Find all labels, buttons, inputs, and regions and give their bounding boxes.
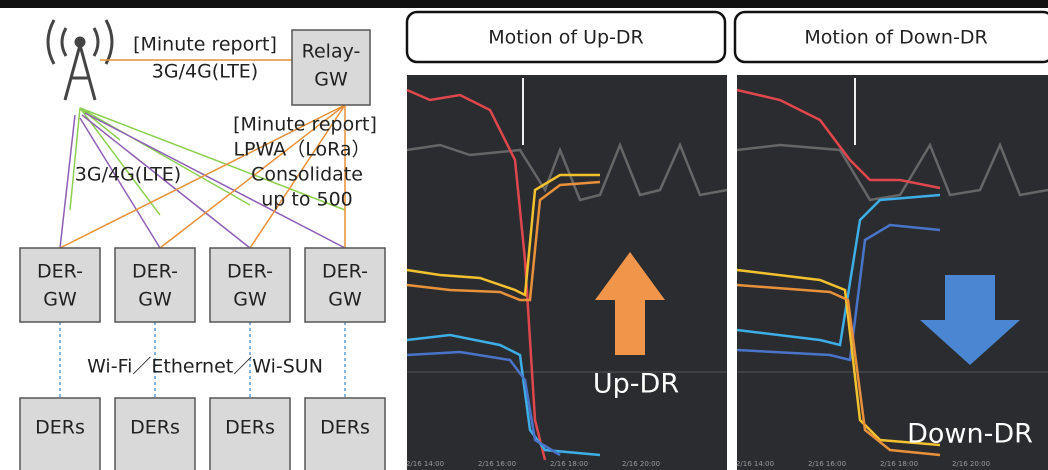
panel-title-box	[733, 10, 1048, 64]
ders-label: DERs	[225, 417, 275, 439]
lpwa-label: [Minute report]	[233, 114, 377, 136]
time-label: 2/16 20:00	[622, 460, 660, 468]
der-gw-group: DER- GW DER- GW DER- GW DER- GW DERs DERs DERs DERs	[19, 247, 386, 470]
top-bar	[0, 0, 1048, 8]
panel-title: Motion of Down-DR	[804, 27, 987, 49]
antenna	[46, 19, 114, 101]
chart-area	[737, 75, 1048, 470]
panel-up: Motion of Up-DR Up-DR	[405, 10, 728, 470]
der-gw-label: GW	[328, 289, 362, 311]
local-link-label: Wi-Fi／Ethernet／Wi-SUN	[87, 356, 323, 378]
relay-gw-box	[291, 29, 371, 106]
lpwa-label: Consolidate	[251, 164, 363, 186]
der-gw-box	[304, 247, 386, 323]
time-label: 2/16 14:00	[736, 460, 774, 468]
arrow-label: Down-DR	[907, 419, 1033, 450]
relay-gw-label: Relay-	[302, 41, 361, 63]
der-gw-label: DER-	[37, 261, 83, 283]
time-label: 2/16 16:00	[808, 460, 846, 468]
time-label: 2/16 20:00	[952, 460, 990, 468]
uplink-label: [Minute report]	[133, 34, 277, 56]
der-gw-label: DER-	[322, 261, 368, 283]
ders-label: DERs	[35, 417, 85, 439]
uplink-label: 3G/4G(LTE)	[152, 61, 258, 83]
der-gw-box	[114, 247, 196, 323]
der-gw-label: GW	[138, 289, 172, 311]
der-gw-label: GW	[43, 289, 77, 311]
time-label: 2/16 18:00	[550, 460, 588, 468]
time-label: 2/16 14:00	[406, 460, 444, 468]
der-gw-box	[19, 247, 101, 323]
chart-area	[407, 75, 727, 470]
ders-box	[209, 397, 291, 470]
down-arrow	[920, 275, 1020, 365]
ders-box	[304, 397, 386, 470]
panel-title-box	[405, 10, 727, 64]
lpwa-label: up to 500	[261, 189, 353, 211]
time-labels: 2/16 14:00 2/16 16:00 2/16 18:00 2/16 20:00…	[406, 460, 990, 468]
der-gw-label: DER-	[132, 261, 178, 283]
time-label: 2/16 18:00	[880, 460, 918, 468]
ders-label: DERs	[130, 417, 180, 439]
cellular-label: 3G/4G(LTE)	[75, 164, 181, 186]
time-label: 2/16 16:00	[478, 460, 516, 468]
relay-gw-label: GW	[314, 69, 348, 91]
ders-box	[19, 397, 101, 470]
der-gw-box	[209, 247, 291, 323]
panel-down: Motion of Down-DR Down-DR	[733, 10, 1048, 470]
arrow-label: Up-DR	[593, 369, 679, 400]
ders-label: DERs	[320, 417, 370, 439]
der-gw-label: DER-	[227, 261, 273, 283]
panel-title: Motion of Up-DR	[488, 27, 643, 49]
der-gw-label: GW	[233, 289, 267, 311]
links	[59, 59, 346, 398]
ders-box	[114, 397, 196, 470]
up-arrow	[595, 252, 665, 355]
lpwa-label: LPWA（LoRa）	[233, 139, 370, 161]
